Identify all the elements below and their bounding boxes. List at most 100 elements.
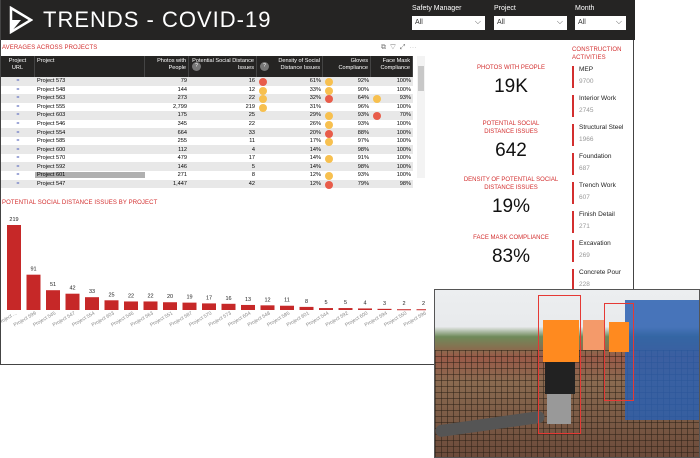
link-icon[interactable]: ⚭ [15, 180, 21, 187]
activity-item[interactable]: Concrete Pour 228 [572, 269, 634, 291]
bar[interactable] [65, 293, 80, 310]
table-cell[interactable]: Project 554 [35, 130, 145, 136]
activity-name: Trench Work [579, 182, 616, 189]
link-icon[interactable]: ⚭ [15, 129, 21, 136]
col-header[interactable]: ? Density of Social Distance Issues [257, 56, 323, 77]
filter-icon[interactable]: ▽ [390, 44, 400, 51]
col-header[interactable]: Project URL [1, 56, 35, 77]
help-icon[interactable]: ? [260, 62, 269, 71]
bar[interactable] [163, 302, 177, 310]
table-scrollbar[interactable] [417, 56, 425, 178]
bar[interactable] [299, 306, 314, 310]
cell-value: Project 601 [37, 172, 66, 179]
col-header[interactable]: Photos with People [145, 56, 189, 77]
table-cell[interactable]: Project 547 [35, 181, 145, 187]
bar[interactable] [397, 309, 411, 311]
bar[interactable] [124, 301, 138, 310]
link-icon[interactable]: ⚭ [15, 138, 21, 145]
activity-item[interactable]: Interior Work 2745 [572, 95, 634, 117]
bar[interactable] [416, 309, 427, 311]
table-cell[interactable]: Project 563 [35, 95, 145, 101]
bar[interactable] [26, 274, 41, 310]
bar[interactable] [280, 305, 294, 310]
table-cell[interactable]: Project 601 [35, 172, 145, 179]
detection-box [538, 295, 581, 434]
table-row[interactable]: ⚭ Project 601 271 8 12% 93% 100% [1, 171, 413, 181]
cell-value: Project 600 [37, 146, 66, 153]
table-cell[interactable]: Project 585 [35, 138, 145, 144]
link-icon[interactable]: ⚭ [15, 78, 21, 85]
bar[interactable] [7, 225, 21, 310]
copy-icon[interactable]: ⧉ [381, 44, 390, 51]
bar[interactable] [241, 304, 255, 310]
bar[interactable] [202, 303, 216, 310]
table-row[interactable]: ⚭ Project 573 79 16 61% 92% 100% [1, 77, 413, 87]
table-cell[interactable]: Project 573 [35, 78, 145, 84]
table-row[interactable]: ⚭ Project 603 175 25 29% 93% 70% [1, 111, 413, 121]
bar[interactable] [319, 308, 333, 310]
bar[interactable] [182, 302, 197, 310]
link-icon[interactable]: ⚭ [15, 103, 21, 110]
worker [583, 320, 605, 350]
worker [609, 322, 629, 352]
table-cell: 91% [323, 155, 371, 164]
link-icon[interactable]: ⚭ [15, 121, 21, 127]
help-icon[interactable]: ? [192, 62, 201, 71]
table-cell[interactable]: Project 600 [35, 147, 145, 153]
bar[interactable] [377, 308, 392, 310]
cell-value: Project 563 [37, 95, 66, 102]
link-icon[interactable]: ⚭ [15, 86, 21, 93]
table-row[interactable]: ⚭ Project 555 2,799 219 31% 96% 100% [1, 103, 413, 112]
col-header[interactable]: Face Mask Compliance [371, 56, 413, 77]
col-header[interactable]: Gloves Compliance [323, 56, 371, 77]
bar[interactable] [260, 305, 275, 310]
bar[interactable] [221, 303, 236, 310]
bar[interactable] [143, 301, 158, 310]
table-cell: 2,799 [145, 104, 189, 110]
safety-manager-dropdown[interactable]: All ⌵ [412, 16, 485, 30]
activity-item[interactable]: Excavation 269 [572, 240, 634, 262]
table-cell[interactable]: Project 555 [35, 104, 145, 110]
table-cell: 64% [323, 95, 371, 104]
bar[interactable] [46, 290, 60, 310]
link-icon[interactable]: ⚭ [15, 95, 21, 102]
bar[interactable] [85, 297, 99, 310]
table-row[interactable]: ⚭ Project 554 664 33 20% 88% 100% [1, 128, 413, 138]
table-row[interactable]: ⚭ Project 546 345 22 26% 93% 100% [1, 120, 413, 129]
bar[interactable] [338, 308, 353, 310]
link-icon[interactable]: ⚭ [15, 155, 21, 162]
table-cell[interactable]: Project 603 [35, 112, 145, 118]
activity-item[interactable]: MEP 9700 [572, 66, 634, 88]
table-row[interactable]: ⚭ Project 570 479 17 14% 91% 100% [1, 154, 413, 164]
link-icon[interactable]: ⚭ [15, 163, 21, 170]
link-icon[interactable]: ⚭ [15, 112, 21, 119]
detection-box [604, 303, 634, 401]
table-row[interactable]: ⚭ Project 548 144 12 33% 90% 100% [1, 86, 413, 95]
activity-item[interactable]: Finish Detail 271 [572, 211, 634, 233]
activity-item[interactable]: Trench Work 607 [572, 182, 634, 204]
table-cell[interactable]: Project 546 [35, 121, 145, 127]
bar[interactable] [104, 300, 119, 310]
table-cell[interactable]: Project 548 [35, 87, 145, 93]
col-header[interactable]: ? Potential Social Distance Issues [189, 56, 257, 77]
link-icon[interactable]: ⚭ [15, 172, 21, 179]
activity-item[interactable]: Foundation 687 [572, 153, 634, 175]
table-row[interactable]: ⚭ Project 585 255 11 17% 97% 100% [1, 137, 413, 147]
more-options-icon[interactable]: ⋯ [409, 44, 421, 51]
table-cell[interactable]: Project 592 [35, 164, 145, 170]
expand-icon[interactable]: ⤢ [399, 44, 410, 51]
table-row[interactable]: ⚭ Project 592 146 5 14% 98% 100% [1, 162, 413, 172]
scrollbar-thumb[interactable] [418, 66, 424, 91]
bar[interactable] [358, 308, 372, 310]
activity-item[interactable]: Structural Steel 1966 [572, 124, 634, 146]
cell-value: 33 [248, 129, 255, 136]
month-dropdown[interactable]: All ⌵ [575, 16, 626, 30]
table-row[interactable]: ⚭ Project 563 273 22 32% 64% 93% [1, 94, 413, 104]
dropdown-value: All [415, 19, 423, 26]
project-dropdown[interactable]: All ⌵ [494, 16, 567, 30]
table-row[interactable]: ⚭ Project 547 1,447 42 12% 79% 98% [1, 179, 413, 189]
link-icon[interactable]: ⚭ [15, 146, 21, 153]
col-header[interactable]: Project [35, 56, 145, 77]
table-cell[interactable]: Project 570 [35, 155, 145, 161]
table-row[interactable]: ⚭ Project 600 112 4 14% 98% 100% [1, 145, 413, 154]
